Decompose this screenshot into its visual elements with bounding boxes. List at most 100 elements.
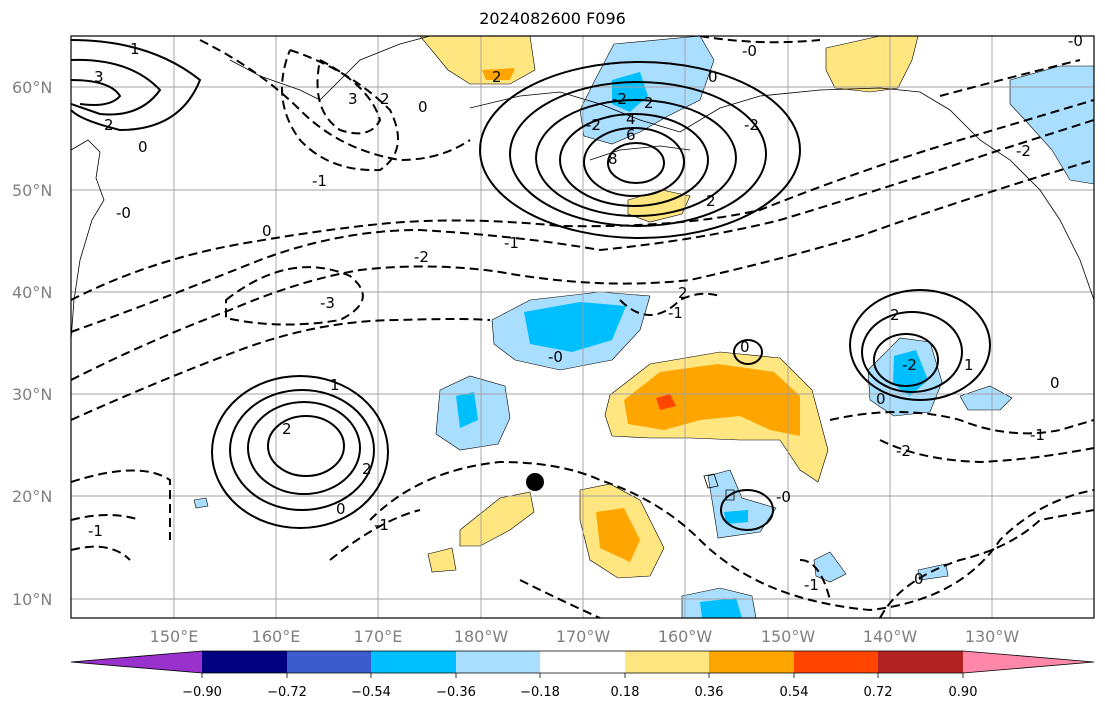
contour-label: 0 (262, 222, 272, 240)
contour-label: -0 (776, 488, 791, 506)
contour-label: 2 (282, 420, 292, 438)
negative-core (724, 510, 748, 524)
colorbar-tick-labels: −0.90 −0.72 −0.54 −0.36 −0.18 0.18 0.36 … (182, 685, 977, 700)
negative-shade (959, 385, 1013, 411)
colorbar-tick-label: −0.72 (267, 685, 307, 700)
negative-shade (1009, 65, 1094, 185)
lon-label: 170°W (556, 627, 611, 646)
colorbar-tick-label: −0.90 (182, 685, 222, 700)
colorbar-tick-label: −0.18 (520, 685, 560, 700)
negative-core (700, 598, 742, 618)
contour-label: -2 (1016, 142, 1031, 160)
contour-label: 3 (94, 68, 104, 86)
contour-label: 2 (644, 94, 654, 112)
negative-shade (193, 497, 209, 509)
contour-label: 0 (138, 138, 148, 156)
contour-label: -2 (612, 90, 627, 108)
contour-label: -0 (1068, 32, 1083, 50)
contour-label: 2 (706, 192, 716, 210)
contour-label: 1 (330, 376, 340, 394)
lat-label: 10°N (12, 590, 52, 609)
colorbar-segment (878, 651, 963, 673)
contour-label: 0 (914, 570, 924, 588)
lon-label: 160°W (658, 627, 713, 646)
contour-label: -2 (744, 116, 759, 134)
lat-label: 60°N (12, 78, 52, 97)
location-marker (526, 473, 544, 491)
colorbar-tick-label: 0.54 (780, 685, 809, 700)
lon-label: 150°E (150, 627, 199, 646)
contour-label: -2 (586, 116, 601, 134)
longitude-labels: 150°E 160°E 170°E 180°W 170°W 160°W 150°… (150, 627, 1020, 646)
contour-label: -2 (902, 356, 917, 374)
colorbar: −0.90 −0.72 −0.54 −0.36 −0.18 0.18 0.36 … (70, 650, 1095, 700)
contour-label: -1 (804, 576, 819, 594)
negative-core (456, 392, 478, 428)
positive-orange (596, 508, 640, 562)
colorbar-tick-label: 0.72 (864, 685, 893, 700)
colorbar-tick-label: 0.90 (949, 685, 978, 700)
negative-shade (813, 551, 847, 583)
positive-red (656, 394, 676, 410)
lon-label: 140°W (863, 627, 918, 646)
contour-label: -2 (414, 248, 429, 266)
contour-label: 8 (608, 150, 618, 168)
colorbar-segment (71, 651, 202, 673)
positive-orange (624, 364, 800, 436)
contour-label: -1 (312, 172, 327, 190)
colorbar-segment (202, 651, 287, 673)
colorbar-segment (625, 651, 709, 673)
lat-label: 30°N (12, 385, 52, 404)
colorbar-segment (371, 651, 456, 673)
negative-contours (71, 36, 1094, 618)
contour-label: 0 (876, 390, 886, 408)
contour-label: 2 (104, 116, 114, 134)
map-border (70, 35, 1095, 619)
contour-label: 1 (130, 40, 140, 58)
contour-label: -1 (1030, 426, 1045, 444)
lon-label: 130°W (965, 627, 1020, 646)
colorbar-segment (287, 651, 371, 673)
positive-shade (459, 491, 535, 547)
contour-label: 0 (418, 98, 428, 116)
contour-label: 3 (348, 90, 358, 108)
colorbar-tick-label: 0.36 (695, 685, 724, 700)
contour-label: 1 (964, 356, 974, 374)
colorbar-ticks (201, 673, 964, 678)
contour-label: 2 (492, 68, 502, 86)
latitude-labels: 60°N 50°N 40°N 30°N 20°N 10°N (12, 78, 52, 609)
contour-label: -1 (504, 234, 519, 252)
contour-label: 6 (626, 126, 636, 144)
contour-label: -0 (742, 42, 757, 60)
lat-label: 20°N (12, 487, 52, 506)
negative-core (524, 302, 626, 352)
lon-label: 160°E (252, 627, 301, 646)
colorbar-tick-label: 0.18 (611, 685, 640, 700)
contour-label: -1 (88, 522, 103, 540)
contour-label: 0 (336, 500, 346, 518)
colorbar-segment (540, 651, 625, 673)
lat-label: 50°N (12, 181, 52, 200)
contour-label: 0 (1050, 374, 1060, 392)
contour-label: 2 (678, 284, 688, 302)
contour-label: 2 (380, 90, 390, 108)
colorbar-segment (963, 651, 1094, 673)
positive-core (482, 68, 515, 80)
lat-label: 40°N (12, 283, 52, 302)
lon-label: 170°E (354, 627, 403, 646)
contour-label: -0 (116, 204, 131, 222)
contour-label: 4 (626, 110, 636, 128)
lon-label: 180°W (454, 627, 509, 646)
colorbar-segment (794, 651, 878, 673)
colorbar-segment (709, 651, 794, 673)
contour-label: 2 (890, 306, 900, 324)
contour-label: -3 (320, 294, 335, 312)
contour-label: -1 (668, 304, 683, 322)
contour-label: -2 (896, 442, 911, 460)
contour-label: 0 (708, 68, 718, 86)
contour-label: 0 (740, 338, 750, 356)
positive-contours (71, 39, 991, 531)
contour-labels: 1 3 2 0 3 2 0 -1 -0 0 2 -2 -2 0 2 4 6 8 … (88, 32, 1083, 594)
positive-shade (825, 36, 919, 93)
